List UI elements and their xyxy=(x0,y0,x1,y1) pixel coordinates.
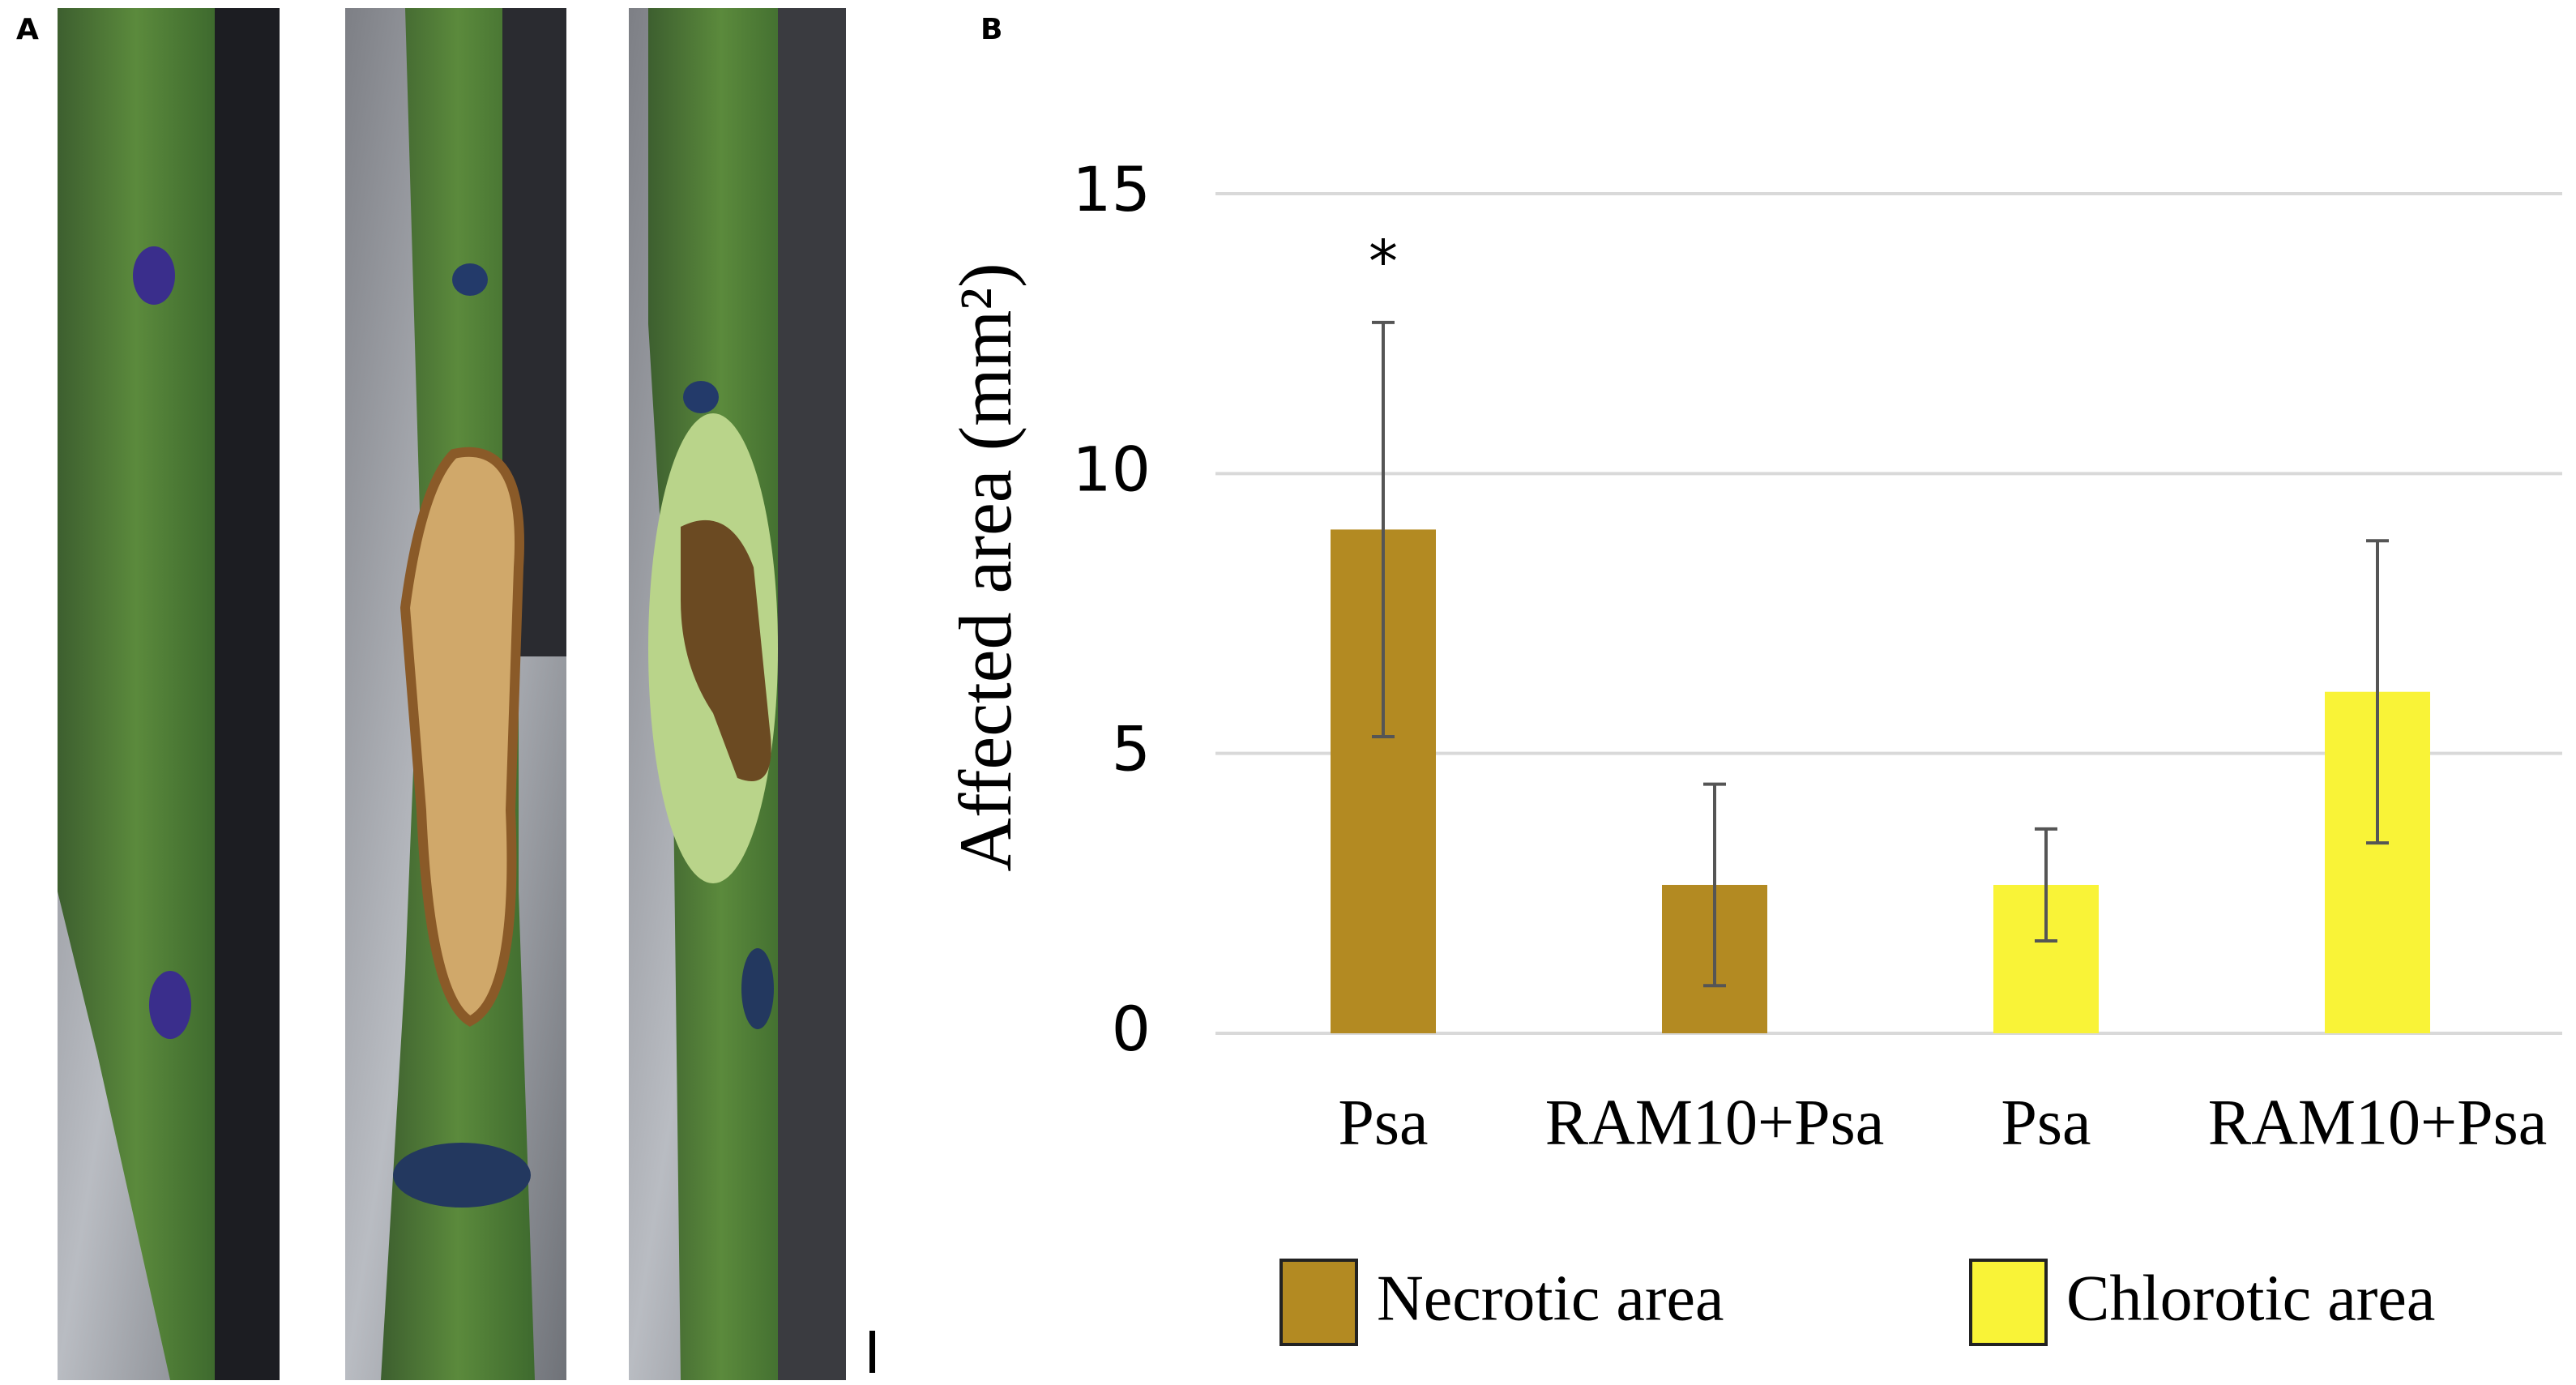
panel-label: A xyxy=(16,13,39,46)
legend-label: Chlorotic area xyxy=(2066,1263,2435,1334)
x-tick-label: RAM10+Psa xyxy=(2208,1087,2548,1158)
y-axis-label: Affected area (mm²) xyxy=(944,263,1027,871)
x-tick-label: RAM10+Psa xyxy=(1545,1087,1885,1158)
legend-label: Necrotic area xyxy=(1377,1263,1724,1334)
y-tick-label: 10 xyxy=(1072,433,1151,505)
legend-swatch xyxy=(1279,1259,1358,1346)
scale-bar xyxy=(869,1331,875,1373)
leaf-photo xyxy=(629,8,846,1380)
panel-label: B xyxy=(980,13,1002,46)
legend-swatch xyxy=(1969,1259,2048,1346)
x-tick-label: Psa xyxy=(2001,1087,2091,1158)
leaf-photo xyxy=(345,8,566,1380)
y-tick-label: 0 xyxy=(1112,993,1151,1065)
y-tick-label: 15 xyxy=(1072,153,1151,225)
x-tick-label: Psa xyxy=(1338,1087,1428,1158)
y-tick-label: 5 xyxy=(1112,713,1151,785)
annotation: * xyxy=(1369,227,1398,295)
leaf-photo xyxy=(58,8,280,1380)
